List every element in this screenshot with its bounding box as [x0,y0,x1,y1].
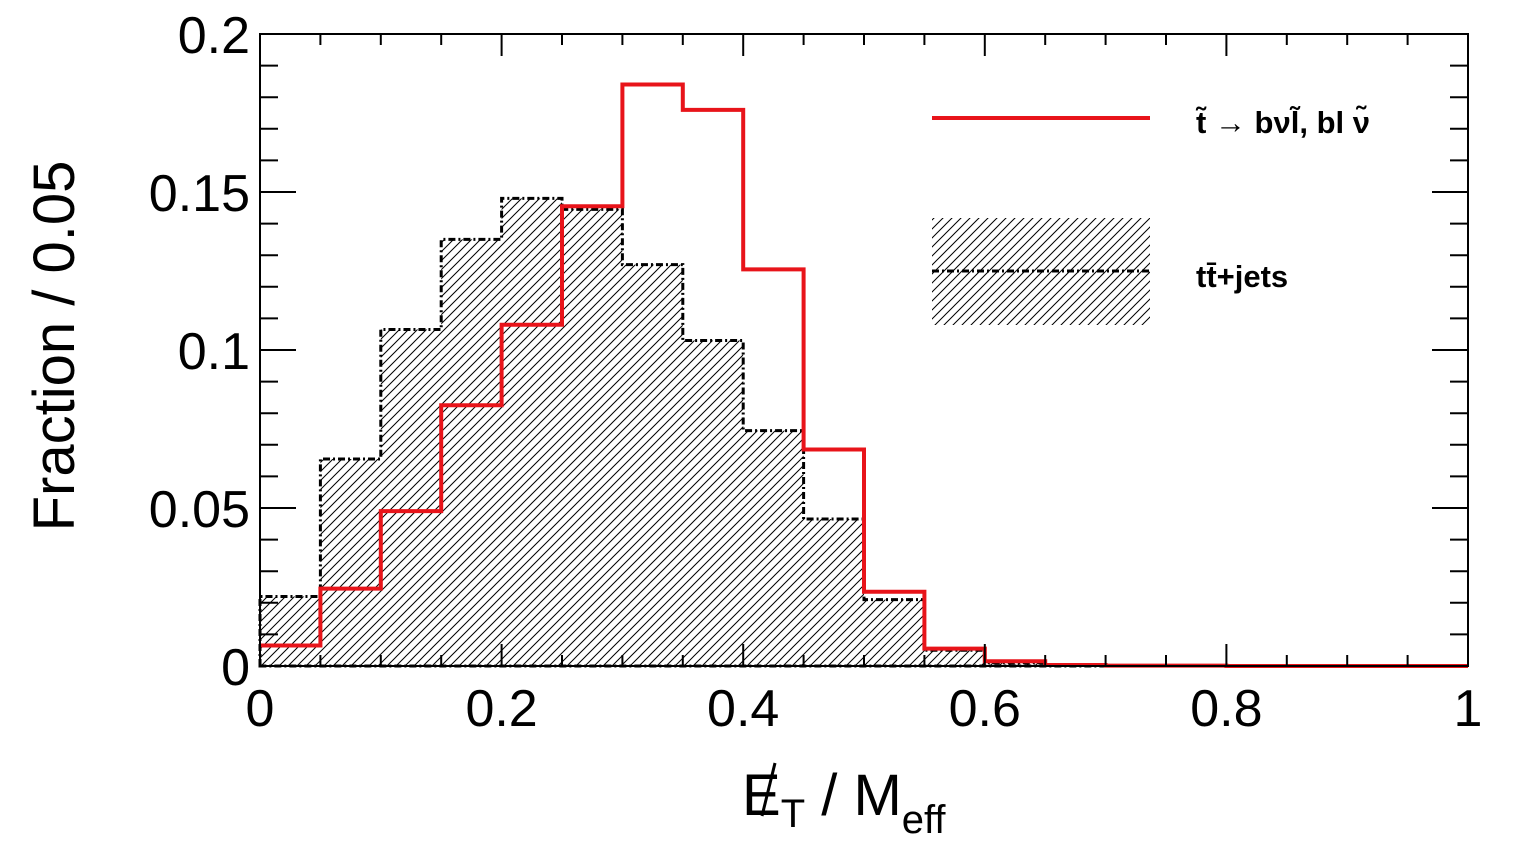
axis-tick-labels: 0 0.2 0.4 0.6 0.8 1 0 0.05 0.1 0.15 0.2 [149,7,1483,738]
x-axis-title-sub: T [781,792,805,836]
x-axis-title-sep: / M [805,763,902,828]
y-axis-title: Fraction / 0.05 [22,161,87,532]
x-axis-title-slash [760,762,777,817]
legend-signal-label: t̃ → bνl̃, bl ν̃ [1195,105,1370,140]
svg-text:ET / Meff: ET / Meff [742,763,946,842]
x-tick-label: 1 [1454,680,1483,738]
y-tick-label: 0.2 [178,7,250,65]
legend: t̃ → bνl̃, bl ν̃ tt̄+jets [932,105,1370,325]
x-axis-title: ET / Meff [742,762,946,842]
x-axis-title-sub2: eff [902,798,947,842]
y-tick-label: 0.05 [149,481,250,539]
y-tick-label: 0.1 [178,323,250,381]
y-tick-label: 0 [221,639,250,697]
x-axis-title-main: E [742,763,781,828]
x-tick-label: 0.8 [1190,680,1262,738]
axis-ticks [259,33,1469,667]
x-tick-label: 0 [246,680,275,738]
legend-background-label: tt̄+jets [1196,259,1288,294]
x-tick-label: 0.4 [707,680,779,738]
y-tick-label: 0.15 [149,165,250,223]
x-tick-label: 0.6 [949,680,1021,738]
plot-area [258,82,1468,668]
x-tick-label: 0.2 [465,680,537,738]
